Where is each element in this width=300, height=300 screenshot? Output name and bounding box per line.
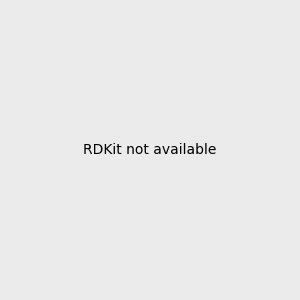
Text: RDKit not available: RDKit not available: [83, 143, 217, 157]
